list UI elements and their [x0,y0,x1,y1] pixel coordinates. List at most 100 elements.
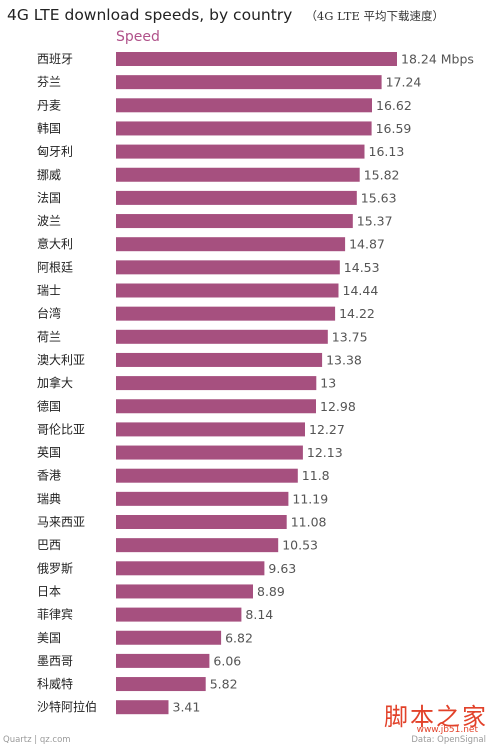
category-label: 哥伦比亚 [37,421,85,436]
category-label: 俄罗斯 [37,561,73,575]
bar-row: 菲律宾 8.14 [37,607,273,623]
category-label: 香港 [37,469,61,483]
category-label: 日本 [37,584,61,598]
bar-row: 日本 8.89 [37,584,285,599]
bar-row: 瑞士 14.44 [37,283,378,298]
value-label: 14.22 [339,306,375,321]
bar-row: 西班牙 18.24 Mbps [37,52,474,67]
bar [116,515,287,529]
category-label: 匈牙利 [37,145,73,159]
category-label: 意大利 [37,236,73,251]
value-label: 17.24 [386,75,422,90]
value-label: 8.89 [257,584,285,599]
category-label: 菲律宾 [37,607,73,622]
chart-title: 4G LTE download speeds, by country [7,6,293,24]
bar-row: 法国 15.63 [37,190,397,205]
category-label: 科威特 [37,676,73,691]
value-label: 8.14 [245,607,273,622]
value-label: 5.82 [210,677,238,692]
chart-title-block: 4G LTE download speeds, by country （4G L… [7,5,444,24]
value-label: 14.87 [349,237,385,252]
category-label: 马来西亚 [37,515,85,529]
data-credit: Data: OpenSignal [411,735,486,745]
bar-row: 俄罗斯 9.63 [37,561,296,576]
value-label: 11.19 [292,491,328,506]
category-label: 巴西 [37,538,61,552]
bar [116,52,397,66]
value-label: 12.13 [307,445,343,460]
bar-row: 挪威 15.82 [37,167,399,182]
category-label: 韩国 [37,120,61,135]
bar-row: 科威特 5.82 [37,676,238,692]
value-label: 15.63 [361,190,397,205]
bar [116,538,279,553]
bar [116,98,372,113]
series-legend: Speed [116,29,160,45]
bar-row: 美国 6.82 [37,630,253,645]
bar [116,167,360,182]
bar-row: 波兰 15.37 [37,214,393,229]
bar-row: 丹麦 16.62 [37,98,412,113]
bar [116,468,298,483]
category-label: 澳大利亚 [37,353,85,367]
bar [116,190,357,205]
bar-row: 韩国 16.59 [37,120,411,136]
category-label: 英国 [37,446,61,460]
bar [116,121,372,136]
bar [116,352,323,367]
value-label: 11.08 [291,515,327,530]
bar-row: 墨西哥 6.06 [37,653,241,668]
bar [116,561,265,576]
bar-row: 阿根廷 14.53 [37,260,380,275]
bar [116,653,210,668]
bar [116,491,289,506]
category-label: 墨西哥 [37,654,73,668]
value-label: 9.63 [268,561,296,576]
value-label: 15.82 [364,167,400,182]
bar-row: 荷兰 13.75 [37,329,368,344]
bar-row: 瑞典 11.19 [37,491,328,506]
bar [116,607,242,622]
bar [116,399,316,414]
bar [116,422,305,437]
value-label: 12.98 [320,399,356,414]
category-label: 荷兰 [37,330,61,344]
category-label: 沙特阿拉伯 [37,699,97,714]
bar-row: 澳大利亚 13.38 [37,352,362,367]
value-label: 16.13 [369,144,405,159]
category-label: 法国 [37,191,61,205]
bar [116,306,336,321]
category-label: 德国 [37,398,61,413]
bar [116,144,365,159]
category-label: 瑞士 [37,284,61,298]
value-label: 15.37 [357,214,393,229]
bar [116,283,339,298]
category-label: 台湾 [37,306,61,321]
bar [116,75,382,90]
category-label: 加拿大 [37,375,73,390]
value-label: 13.38 [326,352,362,367]
bar-row: 加拿大 13 [37,375,336,391]
bar-row: 匈牙利 16.13 [37,144,404,159]
bar-row: 马来西亚 11.08 [37,515,327,530]
bar-row: 英国 12.13 [37,445,343,460]
value-label: 12.27 [309,422,345,437]
value-label: 3.41 [173,700,201,715]
bar [116,677,206,692]
bar [116,376,317,391]
value-label: 6.06 [213,653,241,668]
bar [116,630,222,645]
value-label: 16.62 [376,98,412,113]
bar [116,237,346,252]
bar-row: 哥伦比亚 12.27 [37,421,345,437]
value-label: 11.8 [302,468,330,483]
bar [116,584,253,599]
bar-row: 台湾 14.22 [37,306,375,322]
category-label: 挪威 [37,168,61,182]
category-label: 阿根廷 [37,260,73,274]
bar-row: 巴西 10.53 [37,538,318,553]
category-label: 西班牙 [37,52,73,66]
bar [116,260,340,275]
chart-subtitle: （4G LTE 平均下载速度） [305,9,445,23]
